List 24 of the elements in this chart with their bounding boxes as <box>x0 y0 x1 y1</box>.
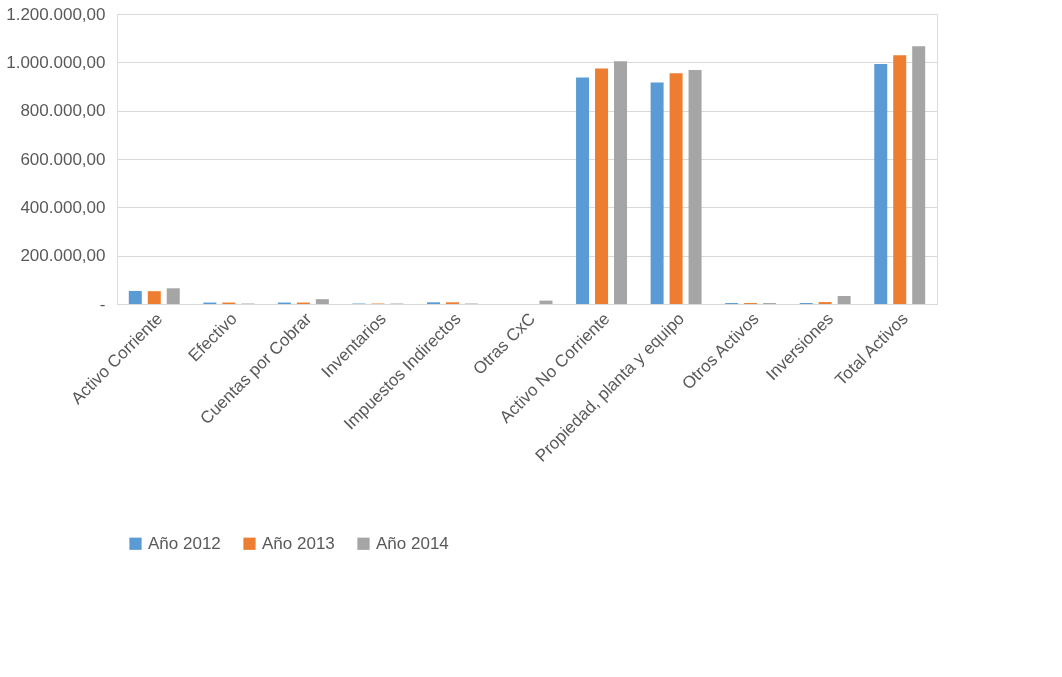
bar <box>650 82 664 304</box>
y-tick-label: 1.200.000,00 <box>6 4 106 24</box>
bar <box>688 70 702 304</box>
y-tick-label: 1.000.000,00 <box>6 52 106 72</box>
bar <box>893 55 907 304</box>
bar <box>315 299 329 304</box>
legend-label: Año 2012 <box>148 533 221 553</box>
bar <box>874 64 888 304</box>
y-tick-label: 200.000,00 <box>20 246 106 266</box>
bar <box>614 61 628 304</box>
legend-label: Año 2014 <box>376 533 449 553</box>
y-tick-label: 800.000,00 <box>20 101 106 121</box>
legend-label: Año 2013 <box>262 533 335 553</box>
bar <box>576 77 590 304</box>
bar <box>837 296 851 304</box>
bar <box>669 73 683 304</box>
bar <box>147 291 161 304</box>
bar <box>166 288 180 304</box>
y-tick-label: - <box>99 294 106 314</box>
y-tick-label: 400.000,00 <box>20 197 106 217</box>
bar <box>128 290 142 304</box>
bar <box>912 46 926 304</box>
y-tick-label: 600.000,00 <box>20 149 106 169</box>
bar <box>595 68 609 304</box>
